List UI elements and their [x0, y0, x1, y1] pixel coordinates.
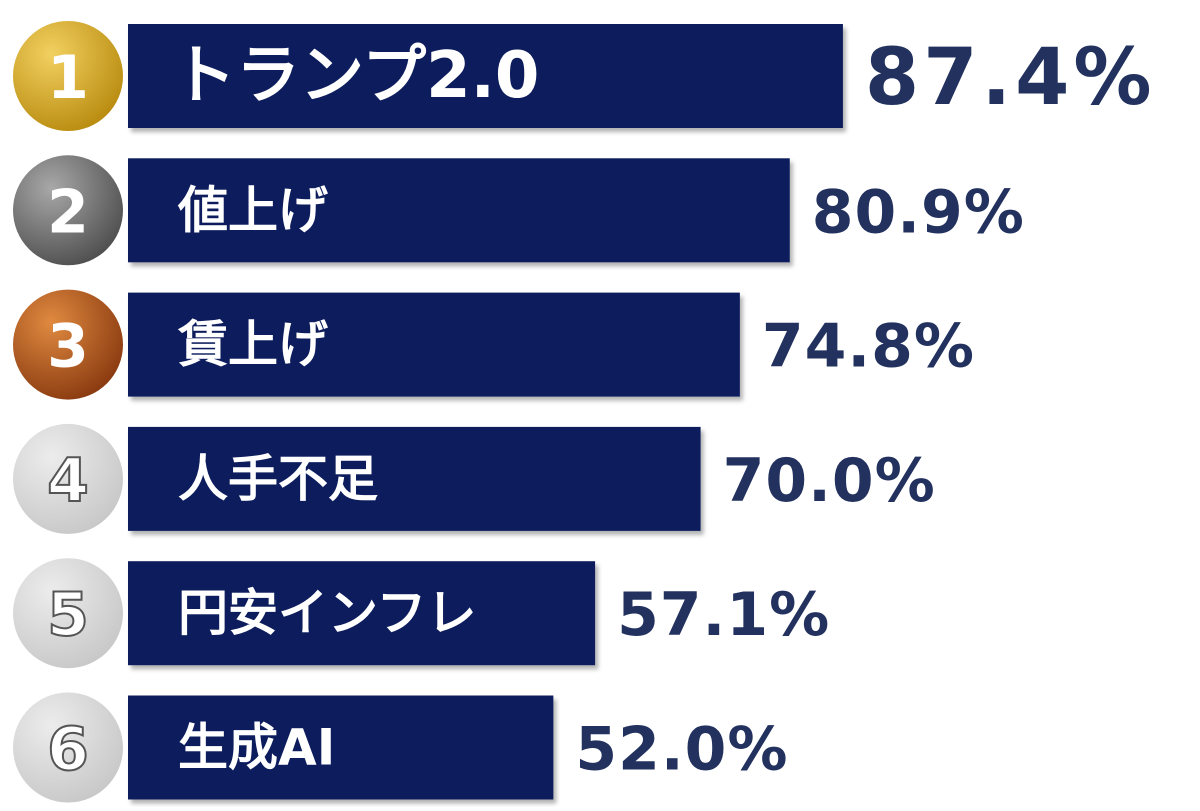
category-label: 円安インフレ	[178, 584, 477, 642]
rank-badge	[13, 289, 123, 400]
rank-number: 5	[47, 580, 89, 650]
value-label: 74.8%	[762, 312, 975, 382]
category-label: 賃上げ	[177, 316, 328, 374]
bar	[128, 695, 554, 800]
rank-number: 2	[47, 177, 89, 247]
value-label: 80.9%	[812, 177, 1025, 247]
rank-number: 1	[47, 43, 89, 113]
category-label: 生成AI	[178, 719, 335, 777]
category-label: トランプ2.0	[172, 39, 539, 113]
rank-badge	[13, 155, 123, 266]
bar	[128, 24, 843, 128]
category-label: 値上げ	[177, 181, 328, 239]
bar	[128, 158, 790, 263]
rank-badge	[13, 692, 123, 803]
value-label: 57.1%	[617, 580, 830, 650]
bar	[128, 426, 701, 531]
rank-badge	[13, 423, 123, 534]
rank-number: 6	[47, 715, 89, 785]
bar	[128, 561, 596, 666]
rank-badge	[13, 21, 123, 131]
rank-badge	[13, 558, 123, 669]
bar	[128, 292, 740, 397]
rank-number: 3	[47, 312, 89, 382]
category-label: 人手不足	[178, 450, 378, 508]
value-label: 52.0%	[575, 715, 788, 785]
rank-number: 4	[47, 446, 89, 516]
value-label: 70.0%	[723, 446, 936, 516]
value-label: 87.4%	[865, 33, 1156, 123]
